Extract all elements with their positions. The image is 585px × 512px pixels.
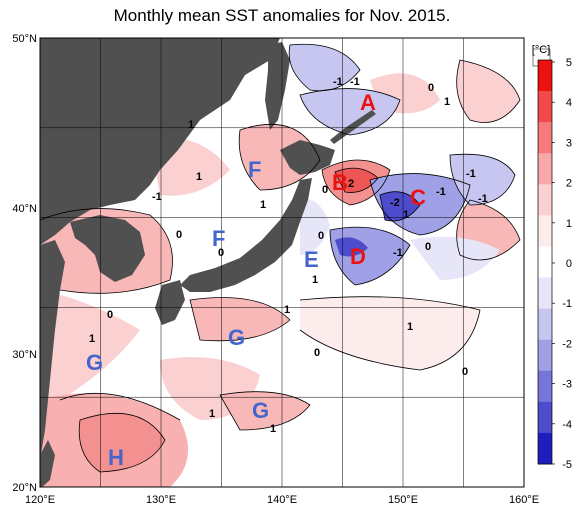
contour-label: -1 [152, 191, 162, 203]
contour-label: 1 [89, 333, 95, 345]
colorbar-tick-label: 1 [566, 218, 572, 230]
contour-label: -1 [393, 247, 403, 259]
contour-label: 1 [209, 408, 215, 420]
contour-label: 0 [425, 241, 431, 253]
lon-label-130e: 130°E [146, 494, 176, 506]
region-label-g1: G [228, 325, 245, 350]
kyushu-shikoku [155, 280, 185, 325]
colorbar-swatch [538, 60, 552, 92]
lat-label-20n: 20°N [12, 482, 37, 494]
colorbar-tick-label: 3 [566, 137, 572, 149]
colorbar-swatch [538, 339, 552, 372]
contour-label: 1 [407, 321, 413, 333]
region-label-e: E [304, 247, 319, 272]
colorbar-tick-label: 4 [566, 97, 572, 109]
contour-label: 0 [314, 347, 320, 359]
contour-label: 1 [312, 274, 318, 286]
sakhalin [265, 42, 290, 130]
region-label-f1: F [248, 157, 261, 182]
contour-label: 1 [444, 96, 450, 108]
region-label-f2: F [212, 226, 225, 251]
contour-label: 0 [322, 184, 328, 196]
lon-label-140e: 140°E [267, 494, 297, 506]
colorbar-tick-label: -4 [562, 419, 572, 431]
honshu [180, 178, 312, 292]
anomaly-field: -1 -1 0 1 1 1 2 0 -2 -1 -1 -1 -1 1 0 0 1… [40, 38, 524, 487]
contour-label: -1 [333, 76, 343, 88]
contour-label: -2 [390, 197, 400, 209]
colorbar-swatch [538, 246, 552, 279]
colorbar-tick-label: -3 [562, 379, 572, 391]
colorbar-swatch [538, 153, 552, 185]
contour-label: -1 [350, 76, 360, 88]
hainan-edge [40, 265, 58, 282]
colorbar-swatch [538, 308, 552, 341]
colorbar-tick-label: 2 [566, 178, 572, 190]
map-title: Monthly mean SST anomalies for Nov. 2015… [113, 6, 451, 25]
region-label-g2: G [86, 350, 103, 375]
colorbar-tick-label: -2 [562, 338, 572, 350]
region-label-d: D [350, 244, 366, 269]
grid-lines [40, 38, 524, 487]
contour-label: 0 [428, 82, 434, 94]
kuril-islands [330, 110, 376, 144]
region-label-c: C [410, 185, 426, 210]
contour-label: 1 [260, 199, 266, 211]
hokkaido [280, 140, 335, 175]
taiwan [40, 440, 55, 487]
colorbar-swatch [538, 401, 552, 434]
contour-label: 0 [218, 247, 224, 259]
contour-label: 1 [403, 209, 409, 221]
colorbar-unit: [°C] [532, 44, 550, 56]
contour-label: 1 [188, 119, 194, 131]
lon-label-120e: 120°E [25, 494, 55, 506]
colorbar-swatch [538, 370, 552, 403]
region-label-h: H [108, 445, 124, 470]
contour-label: 0 [107, 309, 113, 321]
korea-peninsula [70, 215, 145, 282]
lat-label-40n: 40°N [12, 203, 37, 215]
colorbar-tick-label: -1 [562, 298, 572, 310]
contour-label: 1 [284, 304, 290, 316]
contour-label: 0 [462, 366, 468, 378]
lat-label-50n: 50°N [12, 33, 37, 45]
contour-label: 0 [318, 230, 324, 242]
contour-label: 1 [270, 423, 276, 435]
china-coast [40, 240, 65, 460]
colorbar-tick-label: 0 [566, 258, 572, 270]
asia-mainland [40, 38, 280, 245]
plot-frame [39, 37, 525, 488]
colorbar-swatch [538, 184, 552, 216]
colorbar-swatch [538, 215, 552, 247]
contour-label: -1 [478, 193, 488, 205]
colorbar: [°C] 5 4 3 2 1 0 -1 -2 -3 -4 -5 [532, 44, 572, 471]
region-label-b: B [332, 170, 348, 195]
colorbar-swatch [538, 122, 552, 154]
contour-label: 1 [196, 171, 202, 183]
contour-label: 2 [348, 178, 354, 190]
contour-label: 0 [176, 229, 182, 241]
colorbar-swatch [538, 277, 552, 310]
colorbar-tick-label: 5 [566, 57, 572, 69]
region-label-a: A [360, 90, 376, 115]
lon-label-150e: 150°E [388, 494, 418, 506]
colorbar-tick-label: -5 [562, 459, 572, 471]
contour-lines [40, 43, 521, 473]
colorbar-swatch [538, 91, 552, 123]
lon-label-160e: 160°E [509, 494, 539, 506]
contour-label: -1 [466, 168, 476, 180]
colorbar-swatch [538, 432, 552, 465]
region-label-g3: G [252, 398, 269, 423]
lat-label-30n: 30°N [12, 349, 37, 361]
contour-label: -1 [436, 186, 446, 198]
